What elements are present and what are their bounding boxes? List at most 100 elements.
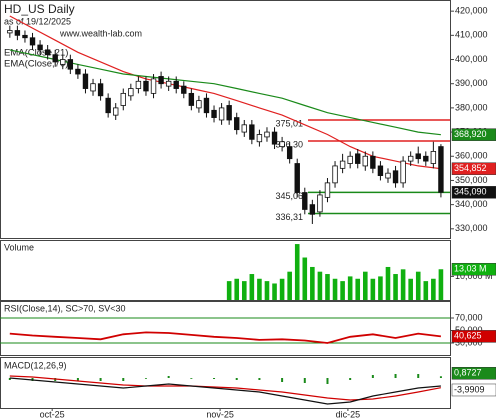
candle-body — [339, 160, 346, 169]
candle-body — [181, 85, 187, 94]
candle-body — [37, 44, 43, 51]
y-tick-label: 400,000 — [455, 54, 488, 64]
candle-body — [332, 165, 338, 184]
candle-body — [423, 155, 429, 162]
x-tick-label: dic-25 — [336, 409, 361, 419]
volume-bar — [400, 269, 406, 300]
candle-body — [362, 155, 368, 167]
volume-bar — [385, 266, 391, 300]
value-badge-label: 40,625 — [454, 331, 482, 341]
volume-bar — [302, 257, 308, 300]
candle-body — [249, 124, 255, 140]
volume-bar — [325, 274, 330, 300]
macd-histogram-bar — [371, 375, 374, 378]
volume-bar — [310, 266, 315, 300]
y-tick-label: 340,000 — [455, 199, 488, 209]
candle-body — [29, 37, 36, 46]
volume-bar — [362, 271, 368, 300]
y-tick-label: 10,000 M — [455, 271, 493, 281]
value-badge-label: 345,090 — [454, 187, 487, 197]
x-tick-label: nov-25 — [206, 409, 234, 419]
candle-body — [22, 34, 28, 39]
rsi-line — [9, 331, 442, 344]
volume-bar — [423, 281, 429, 300]
candle-body — [377, 165, 384, 177]
candle-body — [407, 155, 414, 162]
y-tick-label: 380,000 — [455, 102, 488, 112]
candle-body — [241, 124, 247, 133]
legend-entry: EMA(Close,70) — [4, 59, 68, 70]
candle-body — [52, 54, 58, 63]
candle-body — [165, 80, 172, 87]
volume-bar — [264, 281, 270, 300]
macd-histogram-bar — [326, 378, 329, 384]
macd-histogram-bar — [144, 378, 147, 379]
macd-histogram-bar — [235, 378, 238, 380]
candle-body — [271, 131, 278, 145]
candle-body — [324, 182, 331, 198]
candle-body — [309, 204, 316, 215]
ema-line — [9, 15, 441, 170]
candle-body — [234, 117, 240, 131]
candle-body — [203, 97, 210, 114]
panel-frames — [0, 0, 451, 409]
panel-title: MACD(12,26,9) — [4, 360, 67, 370]
value-badge-label: 354,852 — [454, 163, 487, 173]
volume-bar — [431, 278, 436, 300]
panel-title: Volume — [4, 242, 34, 252]
x-tick-label: oct-25 — [40, 409, 65, 419]
candle-body — [355, 153, 361, 164]
level-label: 345,06 — [275, 191, 303, 201]
candle-body — [82, 73, 89, 89]
macd-histogram-bar — [394, 374, 397, 378]
macd-histogram-bar — [99, 378, 102, 381]
volume-bar — [415, 271, 421, 300]
candle-body — [385, 172, 391, 179]
volume-bar — [257, 278, 262, 300]
volume-bar — [355, 278, 361, 300]
volume-bar — [378, 276, 383, 300]
volume-bar — [287, 271, 292, 300]
value-badge — [451, 162, 496, 175]
candle-body — [150, 78, 157, 94]
y-tick-label: 50,000 — [455, 325, 483, 335]
y-tick-label: 420,000 — [455, 6, 488, 16]
y-tick-label: 330,000 — [455, 223, 488, 233]
ema-line — [9, 49, 441, 136]
candle-body — [256, 134, 263, 143]
candle-body — [60, 59, 66, 65]
candle-body — [67, 59, 74, 70]
volume-bar — [317, 271, 323, 300]
value-badge — [451, 128, 496, 141]
volume-panel — [0, 240, 451, 301]
candle-body — [173, 80, 179, 89]
macd-histogram-bar — [213, 378, 216, 379]
y-tick-label: 390,000 — [455, 78, 488, 88]
price-panel — [0, 0, 451, 239]
volume-bar — [226, 281, 232, 300]
macd-histogram-bar — [190, 378, 193, 379]
candle-body — [188, 92, 195, 106]
candle-body — [7, 30, 13, 34]
candle-body — [392, 170, 399, 184]
volume-bar — [272, 283, 277, 300]
candle-body — [302, 192, 308, 210]
macd-histogram-bar — [281, 378, 284, 382]
candle-body — [294, 163, 300, 193]
candle-body — [226, 105, 232, 121]
candle-body — [143, 80, 149, 92]
volume-bar — [234, 278, 240, 300]
candle-body — [113, 107, 119, 116]
candle-body — [211, 109, 217, 118]
candle-body — [135, 80, 142, 89]
macd-histogram-bar — [439, 376, 442, 378]
candle-body — [158, 76, 164, 85]
value-badge-label: 13,03 M — [454, 264, 487, 274]
y-tick-label: 350,000 — [455, 175, 488, 185]
value-badge — [451, 383, 496, 397]
candle-body — [196, 100, 202, 109]
volume-bar — [370, 278, 376, 300]
value-badge-label: 368,920 — [454, 129, 487, 139]
panel-title: RSI(Close,14), SC>70, SV<30 — [4, 303, 126, 313]
volume-bar — [241, 281, 247, 300]
